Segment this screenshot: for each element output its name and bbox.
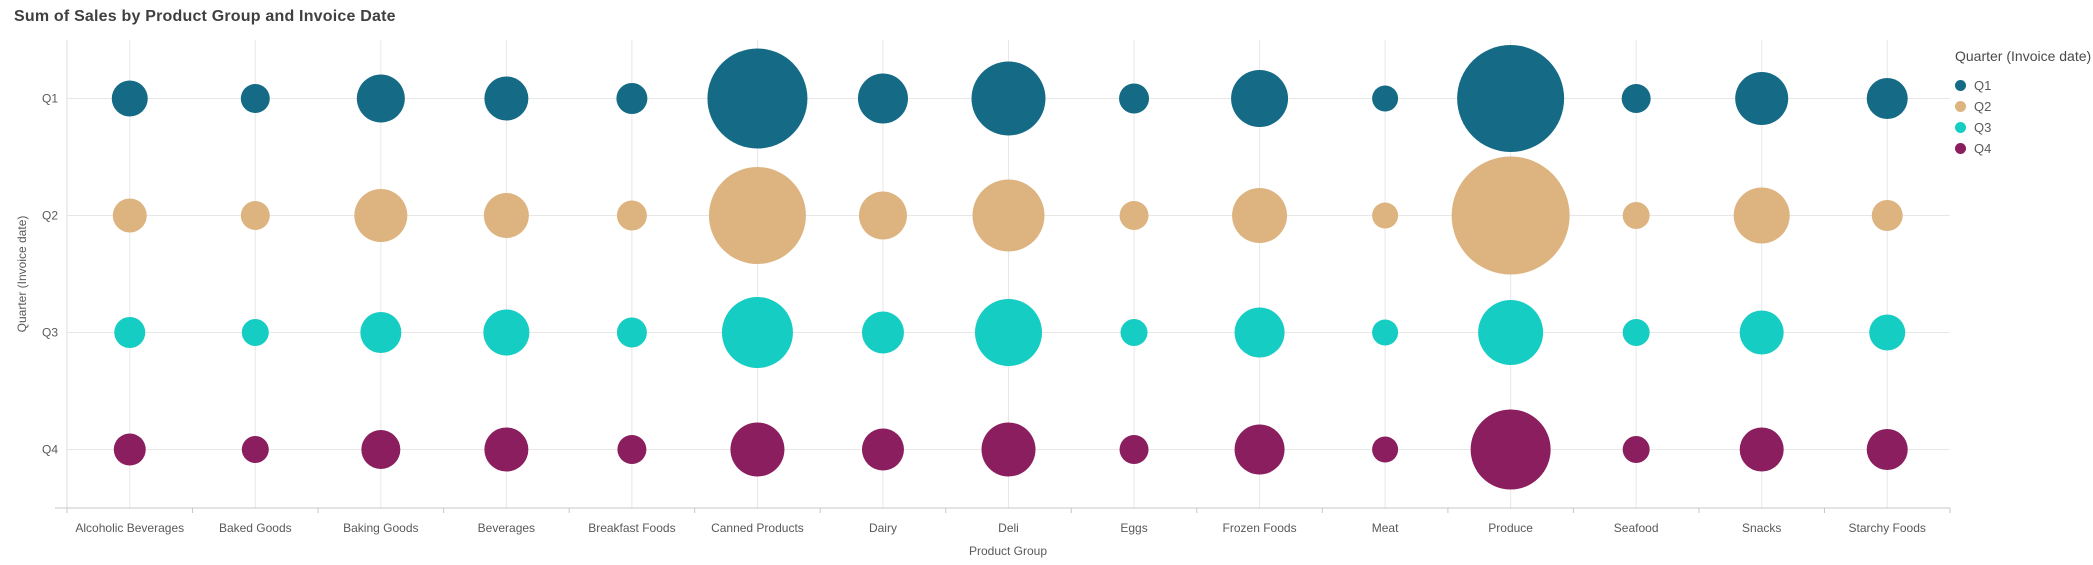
bubble-q4-frozen-foods[interactable] [1234,424,1285,475]
legend-color-dot [1955,143,1966,154]
bubble-q2-seafood[interactable] [1622,202,1650,229]
bubble-q2-beverages[interactable] [483,193,529,238]
bubble-q1-breakfast-foods[interactable] [616,83,648,114]
y-tick-label[interactable]: Q4 [42,443,58,457]
x-tick-label[interactable]: Alcoholic Beverages [75,521,184,535]
legend-color-dot [1955,122,1966,133]
x-tick-label[interactable]: Frozen Foods [1223,521,1297,535]
bubble-q1-seafood[interactable] [1621,84,1651,113]
bubble-q4-produce[interactable] [1470,409,1551,490]
legend: Quarter (Invoice date) Q1 Q2 Q3 Q4 [1955,48,2092,159]
bubble-q3-baked-goods[interactable] [241,319,269,346]
bubble-q1-produce[interactable] [1457,45,1565,152]
bubble-q3-deli[interactable] [975,299,1042,366]
bubble-q1-dairy[interactable] [857,73,908,124]
bubble-q3-breakfast-foods[interactable] [616,317,647,348]
y-axis-title: Quarter (Invoice date) [15,215,29,333]
legend-item-q2[interactable]: Q2 [1955,96,2090,117]
x-tick-label[interactable]: Dairy [869,521,897,535]
legend-item-label: Q4 [1974,141,1992,156]
bubble-q4-seafood[interactable] [1622,436,1650,463]
bubble-q3-starchy-foods[interactable] [1869,314,1906,351]
bubble-q2-meat[interactable] [1372,202,1399,229]
bubble-q3-eggs[interactable] [1120,319,1148,346]
bubble-q2-canned-products[interactable] [708,167,806,264]
legend-item-label: Q2 [1974,99,1992,114]
bubble-q4-meat[interactable] [1372,436,1399,463]
bubble-q3-canned-products[interactable] [721,297,793,368]
x-tick-label[interactable]: Beverages [478,521,535,535]
x-axis-title: Product Group [968,544,1048,558]
bubble-q1-alcoholic-beverages[interactable] [111,80,148,117]
x-tick-label[interactable]: Produce [1488,521,1533,535]
bubble-q4-starchy-foods[interactable] [1866,429,1908,470]
bubble-q2-deli[interactable] [972,179,1045,252]
bubble-q1-baked-goods[interactable] [240,84,270,113]
bubble-q1-meat[interactable] [1372,85,1399,112]
bubble-q2-starchy-foods[interactable] [1871,200,1903,231]
bubble-q2-alcoholic-beverages[interactable] [112,198,147,233]
bubble-q2-frozen-foods[interactable] [1232,188,1288,243]
x-tick-label[interactable]: Canned Products [711,521,804,535]
y-tick-label[interactable]: Q3 [42,326,58,340]
legend-title: Quarter (Invoice date) [1955,48,2092,64]
x-tick-label[interactable]: Starchy Foods [1849,521,1926,535]
bubble-q3-produce[interactable] [1478,300,1544,365]
bubble-q2-baking-goods[interactable] [354,189,408,242]
bubble-q4-alcoholic-beverages[interactable] [113,433,146,466]
bubble-q2-baked-goods[interactable] [240,201,270,230]
bubble-q1-beverages[interactable] [484,76,529,121]
bubble-q4-canned-products[interactable] [730,422,785,477]
bubble-q1-frozen-foods[interactable] [1231,70,1289,127]
bubble-q3-baking-goods[interactable] [360,312,402,353]
bubble-q4-dairy[interactable] [861,428,904,471]
bubble-q3-frozen-foods[interactable] [1234,307,1285,358]
bubble-q3-alcoholic-beverages[interactable] [114,317,146,348]
bubble-q1-deli[interactable] [971,61,1046,136]
bubble-q2-dairy[interactable] [858,191,907,240]
bubble-q1-baking-goods[interactable] [356,74,405,123]
bubble-q3-dairy[interactable] [861,311,904,354]
legend-item-label: Q3 [1974,120,1992,135]
bubble-q4-eggs[interactable] [1119,435,1149,464]
bubble-q3-seafood[interactable] [1622,319,1650,346]
bubble-q3-beverages[interactable] [483,309,530,356]
legend-color-dot [1955,101,1966,112]
bubble-q4-baking-goods[interactable] [361,430,401,469]
legend-item-q3[interactable]: Q3 [1955,117,2090,138]
bubble-q1-snacks[interactable] [1735,72,1789,125]
bubble-q1-canned-products[interactable] [707,48,808,149]
x-tick-label[interactable]: Snacks [1742,521,1781,535]
bubble-q1-starchy-foods[interactable] [1866,78,1908,119]
y-tick-label[interactable]: Q1 [42,92,58,106]
x-tick-label[interactable]: Breakfast Foods [588,521,675,535]
bubble-q2-snacks[interactable] [1733,187,1790,244]
x-tick-label[interactable]: Baking Goods [343,521,418,535]
legend-item-q1[interactable]: Q1 [1955,75,2090,96]
chart-title: Sum of Sales by Product Group and Invoic… [14,8,396,25]
legend-color-dot [1955,80,1966,91]
x-tick-label[interactable]: Baked Goods [219,521,292,535]
bubble-q3-meat[interactable] [1372,319,1399,346]
legend-item-label: Q1 [1974,78,1992,93]
bubble-q3-snacks[interactable] [1739,310,1784,355]
bubble-q4-beverages[interactable] [484,427,529,472]
bubble-q4-snacks[interactable] [1739,427,1784,472]
bubble-q2-breakfast-foods[interactable] [616,200,647,231]
x-tick-label[interactable]: Meat [1372,521,1399,535]
bubble-q4-breakfast-foods[interactable] [617,435,647,464]
legend-items: Q1 Q2 Q3 Q4 [1955,75,2090,159]
y-tick-label[interactable]: Q2 [42,209,58,223]
bubble-q2-eggs[interactable] [1119,201,1149,230]
x-tick-label[interactable]: Seafood [1614,521,1659,535]
x-tick-label[interactable]: Eggs [1120,521,1147,535]
x-tick-label[interactable]: Deli [998,521,1019,535]
bubble-q4-baked-goods[interactable] [241,436,269,463]
bubble-q1-eggs[interactable] [1119,83,1150,114]
legend-item-q4[interactable]: Q4 [1955,138,2090,159]
bubble-q2-produce[interactable] [1451,156,1570,275]
bubble-q4-deli[interactable] [981,422,1036,477]
